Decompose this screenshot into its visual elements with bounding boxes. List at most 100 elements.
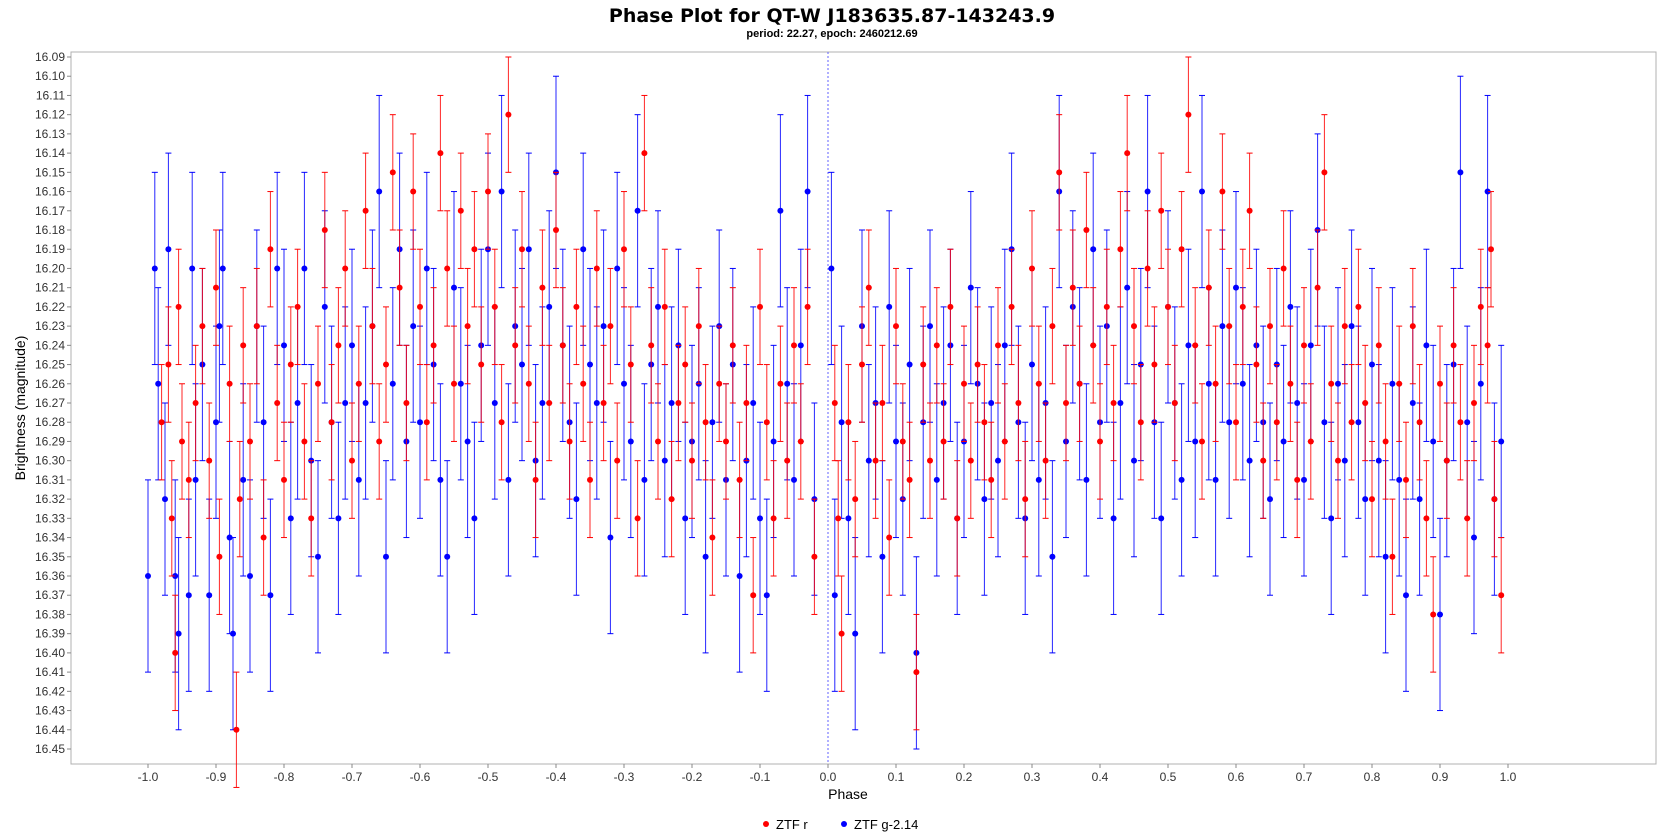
- data-point: [451, 284, 457, 291]
- plot-area: [70, 51, 1657, 765]
- data-point: [1049, 553, 1056, 560]
- data-point: [525, 246, 532, 253]
- y-tick-label: 16.33: [35, 511, 65, 525]
- x-tick-label: 0.7: [1296, 770, 1313, 784]
- data-point: [464, 323, 471, 330]
- data-point: [1001, 438, 1008, 445]
- data-point: [1341, 323, 1348, 330]
- data-point: [1199, 438, 1205, 445]
- data-point: [546, 303, 553, 310]
- data-point: [743, 400, 750, 406]
- data-point: [1117, 246, 1124, 253]
- x-tick-label: 0.6: [1228, 770, 1245, 784]
- data-point: [933, 342, 940, 349]
- data-point: [634, 515, 641, 522]
- data-point: [396, 284, 403, 291]
- data-point: [661, 457, 668, 464]
- data-point: [1219, 323, 1226, 330]
- x-axis-ticks: -1.0 -0.9 -0.8 -0.7 -0.6 -0.5 -0.4 -0.3 -0.2 -0.1…: [138, 764, 1517, 784]
- data-point: [974, 361, 981, 368]
- data-point: [879, 553, 886, 560]
- y-tick-label: 16.27: [35, 396, 65, 410]
- y-tick-label: 16.11: [36, 88, 65, 102]
- data-point: [471, 515, 478, 522]
- data-point: [519, 246, 525, 253]
- data-point: [995, 342, 1001, 349]
- data-point: [498, 419, 505, 426]
- data-point: [369, 323, 376, 330]
- data-point: [1457, 169, 1464, 176]
- data-point: [417, 303, 423, 310]
- data-point: [736, 476, 743, 483]
- data-point: [906, 361, 913, 368]
- data-point: [158, 419, 165, 426]
- data-point: [1158, 207, 1165, 214]
- data-point: [185, 476, 192, 483]
- y-tick-label: 16.30: [35, 454, 65, 468]
- data-point: [1239, 380, 1246, 387]
- data-point: [1260, 457, 1267, 464]
- data-point: [274, 265, 281, 272]
- data-point: [287, 361, 294, 368]
- data-point: [641, 476, 648, 483]
- data-point: [811, 553, 818, 560]
- data-point: [491, 303, 498, 310]
- data-point: [512, 342, 519, 349]
- data-point: [240, 342, 247, 349]
- data-point: [723, 438, 729, 445]
- x-tick-label: 0.9: [1432, 770, 1449, 784]
- data-point: [1022, 496, 1029, 503]
- data-point: [852, 630, 859, 637]
- data-point: [1355, 303, 1362, 310]
- data-point: [587, 476, 593, 483]
- data-point: [1199, 188, 1205, 195]
- data-point: [165, 361, 172, 368]
- data-point: [1144, 188, 1151, 195]
- data-point: [1375, 457, 1382, 464]
- data-point: [1328, 380, 1335, 387]
- data-point: [1144, 265, 1151, 272]
- data-point: [1307, 342, 1314, 349]
- y-tick-label: 16.36: [35, 569, 65, 583]
- data-point: [1355, 419, 1362, 426]
- data-point: [1273, 419, 1280, 426]
- data-point: [920, 361, 927, 368]
- data-point: [389, 380, 396, 387]
- x-tick-label: 0.1: [888, 770, 905, 784]
- data-point: [893, 438, 899, 445]
- data-point: [967, 284, 974, 291]
- data-point: [274, 400, 281, 406]
- data-point: [1233, 419, 1239, 426]
- data-point: [1369, 361, 1375, 368]
- data-point: [226, 534, 233, 541]
- data-point: [485, 188, 491, 195]
- data-point: [1437, 380, 1443, 387]
- data-point: [600, 400, 607, 406]
- data-point: [189, 265, 196, 272]
- data-point: [362, 207, 369, 214]
- legend-marker-ztf-g: [841, 821, 847, 827]
- data-point: [294, 303, 301, 310]
- legend-label-ztf-r: ZTF r: [776, 817, 808, 832]
- y-tick-label: 16.17: [35, 204, 65, 218]
- data-point: [423, 265, 430, 272]
- data-point: [729, 342, 736, 349]
- data-point: [1185, 111, 1192, 118]
- data-point: [1409, 323, 1416, 330]
- data-point: [342, 400, 349, 406]
- data-point: [1471, 534, 1477, 541]
- data-point: [236, 496, 243, 503]
- data-point: [1498, 592, 1505, 599]
- data-point: [457, 380, 464, 387]
- data-point: [1178, 246, 1185, 253]
- data-point: [757, 515, 763, 522]
- data-point: [1488, 246, 1494, 253]
- data-point: [1246, 207, 1253, 214]
- data-point: [1287, 303, 1294, 310]
- data-point: [607, 323, 614, 330]
- data-point: [444, 265, 451, 272]
- data-point: [988, 400, 995, 406]
- data-point: [301, 438, 308, 445]
- data-point: [899, 438, 906, 445]
